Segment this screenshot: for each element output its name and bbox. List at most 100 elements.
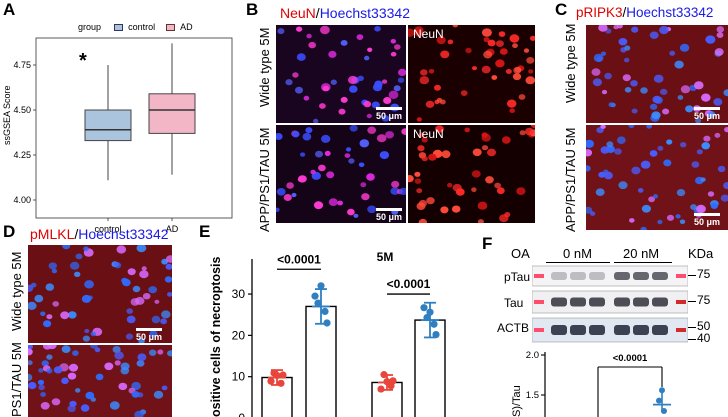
cell-nucleus [618, 181, 628, 190]
cell-nucleus [40, 402, 50, 410]
cell-nucleus [114, 360, 121, 366]
marker-tick-1 [688, 275, 696, 276]
cell-nucleus [308, 41, 316, 49]
data-point [279, 371, 287, 379]
protein-band [614, 297, 630, 307]
cell-nucleus [397, 77, 405, 83]
cell-nucleus [136, 245, 147, 253]
cell-nucleus [426, 197, 435, 205]
p-value-label: <0.0001 [613, 353, 648, 364]
cell-nucleus [126, 315, 136, 324]
cell-nucleus [42, 345, 52, 350]
cell-nucleus [165, 263, 172, 270]
cell-nucleus [348, 75, 358, 85]
cell-nucleus [51, 398, 61, 406]
scale-label: 50 μm [694, 217, 721, 227]
cell-nucleus [674, 60, 684, 69]
cell-nucleus [666, 214, 675, 221]
cell-nucleus [646, 125, 653, 129]
bar-group [371, 371, 403, 417]
cell-nucleus [487, 39, 496, 47]
cell-nucleus [414, 171, 421, 177]
cell-nucleus [600, 51, 607, 56]
cell-nucleus [52, 301, 59, 307]
cell-nucleus [379, 151, 390, 160]
cell-nucleus [300, 152, 306, 157]
legend-swatch-control [113, 24, 123, 32]
cell-nucleus [464, 127, 470, 133]
cell-nucleus [361, 193, 370, 201]
legend-item-control: control [128, 22, 156, 32]
cell-nucleus [277, 28, 285, 35]
y-tick-label: 4.50 [13, 105, 31, 115]
cell-nucleus [303, 95, 310, 101]
blot-label-ptau: pTau [504, 270, 531, 284]
cell-nucleus [624, 45, 631, 51]
cell-nucleus [447, 182, 453, 188]
cell-nucleus [408, 28, 415, 37]
protein-band [652, 297, 668, 307]
cell-nucleus [707, 111, 716, 118]
cell-nucleus [292, 130, 300, 138]
cell-nucleus [659, 26, 669, 35]
cell-nucleus [374, 80, 383, 88]
cell-nucleus [72, 350, 79, 356]
cell-nucleus [136, 360, 145, 367]
y-axis-label: S)/Tau [511, 385, 523, 417]
cell-nucleus [120, 362, 130, 371]
cell-nucleus [640, 87, 648, 94]
cell-nucleus [713, 98, 723, 106]
marker-50: 50 [697, 319, 711, 333]
cell-nucleus [720, 194, 728, 202]
cell-nucleus [653, 194, 658, 199]
cell-nucleus [113, 261, 120, 267]
cell-nucleus [440, 50, 450, 59]
cell-nucleus [348, 158, 355, 164]
data-point [317, 282, 325, 290]
cell-nucleus [629, 218, 635, 223]
cell-nucleus [80, 404, 90, 412]
cell-nucleus [408, 175, 414, 183]
cell-nucleus [291, 192, 297, 198]
cell-nucleus [46, 354, 53, 360]
cell-nucleus [714, 132, 721, 138]
cell-nucleus [148, 286, 157, 294]
cell-nucleus [598, 25, 608, 32]
cell-nucleus [374, 26, 381, 32]
legend: group control AD [78, 22, 193, 32]
cell-nucleus [310, 169, 316, 175]
data-point [267, 377, 275, 385]
cell-nucleus [114, 351, 124, 360]
cell-nucleus [653, 74, 664, 83]
cell-nucleus [716, 32, 724, 38]
ladder-band [534, 274, 544, 278]
protein-band [614, 272, 630, 280]
cell-nucleus [666, 139, 673, 145]
cell-nucleus [481, 28, 492, 37]
cell-nucleus [586, 165, 591, 172]
cell-nucleus [142, 293, 151, 300]
cell-nucleus [382, 79, 388, 84]
data-point [420, 304, 428, 312]
cell-nucleus [447, 39, 454, 45]
data-point [277, 379, 285, 387]
box-body [148, 93, 196, 134]
scale-label: 50 μm [694, 111, 721, 121]
cell-nucleus [134, 410, 144, 417]
cell-nucleus [485, 176, 494, 184]
cell-nucleus [519, 130, 526, 136]
cell-nucleus [70, 261, 80, 270]
p-value-label: <0.0001 [277, 252, 321, 266]
cell-nucleus [662, 108, 670, 115]
cell-nucleus [318, 164, 326, 172]
cell-nucleus [165, 255, 172, 263]
cell-nucleus [161, 385, 168, 391]
cell-nucleus [616, 136, 626, 144]
data-point [430, 320, 438, 328]
conc-label-20: 20 nM [623, 246, 660, 261]
cell-nucleus [390, 39, 396, 44]
cell-nucleus [347, 208, 355, 216]
cell-nucleus [344, 153, 351, 158]
data-point [377, 385, 385, 393]
cell-nucleus [506, 99, 517, 108]
